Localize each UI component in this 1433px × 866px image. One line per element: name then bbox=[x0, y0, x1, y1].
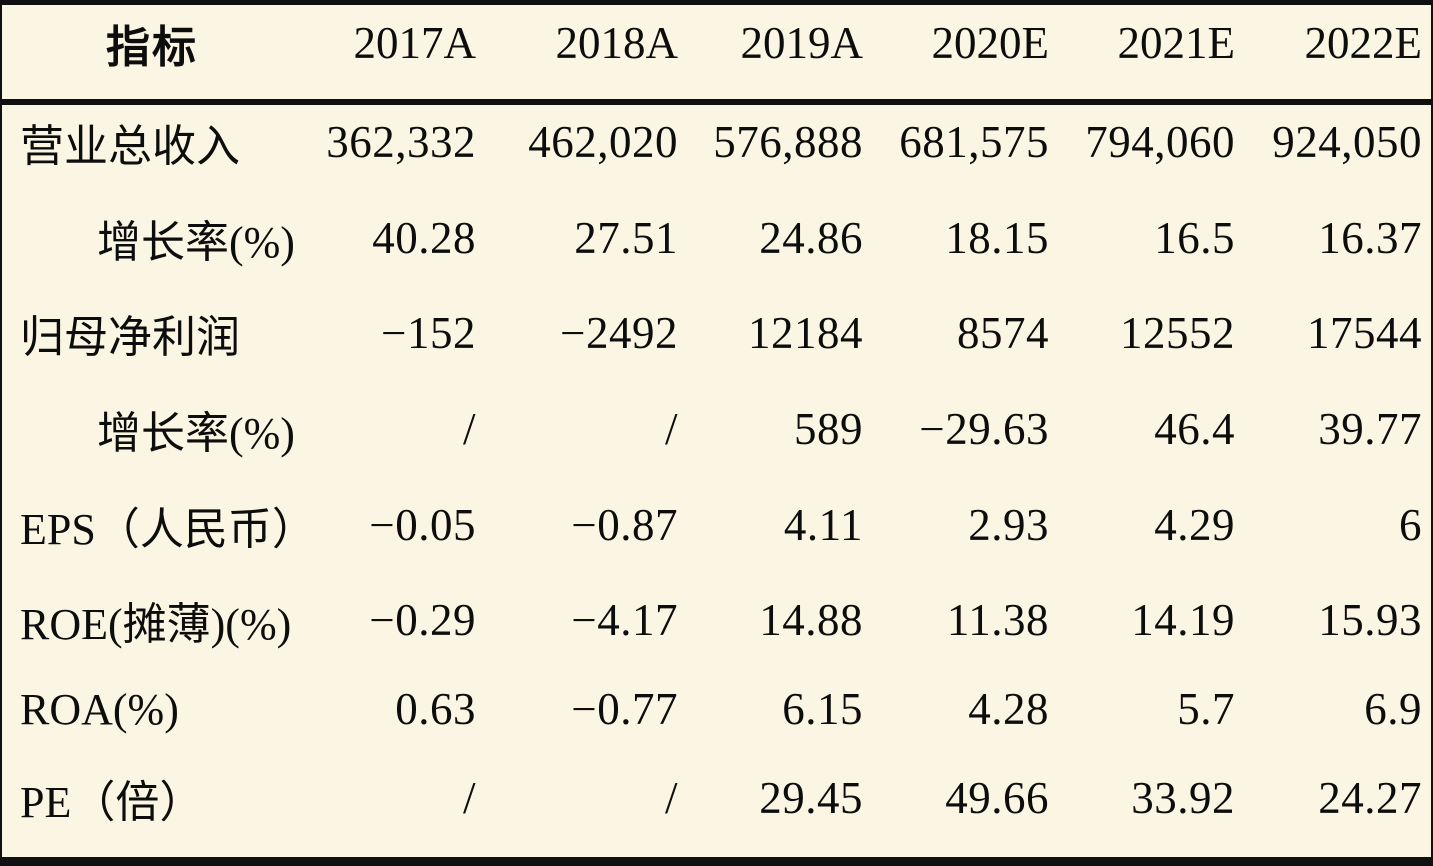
value-cell: 14.88 bbox=[759, 595, 863, 646]
value-cell: −29.63 bbox=[919, 404, 1049, 455]
table-row-eps: EPS（人民币） −0.05 −0.87 4.11 2.93 4.29 6 bbox=[2, 488, 1431, 584]
value-cell: −2492 bbox=[560, 308, 678, 359]
header-cell-2019a: 2019A bbox=[691, 5, 876, 105]
value-cell: 49.66 bbox=[945, 773, 1049, 824]
value-cell: 362,332 bbox=[326, 116, 476, 167]
value-cell: / bbox=[462, 404, 476, 455]
header-cell-metric: 指标 bbox=[2, 5, 302, 105]
value-cell: 18.15 bbox=[945, 212, 1049, 263]
row-label: 归母净利润 bbox=[20, 313, 240, 363]
table-row-revenue-growth: 增长率(%) 40.28 27.51 24.86 18.15 16.5 16.3… bbox=[2, 201, 1431, 297]
value-cell: 6.15 bbox=[782, 684, 863, 735]
value-cell: 4.11 bbox=[783, 499, 863, 550]
table-row-pe: PE（倍） / / 29.45 49.66 33.92 24.27 bbox=[2, 761, 1431, 857]
value-cell: 0.63 bbox=[395, 684, 476, 735]
value-cell: 16.37 bbox=[1318, 212, 1422, 263]
header-cell-2017a: 2017A bbox=[302, 5, 489, 105]
value-cell: 4.29 bbox=[1154, 499, 1235, 550]
row-label: 营业总收入 bbox=[20, 121, 240, 171]
header-cell-2020e: 2020E bbox=[876, 5, 1062, 105]
value-cell: 681,575 bbox=[899, 116, 1049, 167]
table-row-roe: ROE(摊薄)(%) −0.29 −4.17 14.88 11.38 14.19… bbox=[2, 583, 1431, 679]
value-cell: 12552 bbox=[1120, 308, 1235, 359]
value-cell: 11.38 bbox=[946, 595, 1049, 646]
value-cell: 6 bbox=[1399, 499, 1422, 550]
financial-metrics-table: 指标 2017A 2018A 2019A 2020E 2021E 2022E 营… bbox=[2, 5, 1431, 857]
row-label: ROE(摊薄)(%) bbox=[20, 600, 292, 650]
row-label: EPS（人民币） bbox=[20, 504, 316, 554]
value-cell: 29.45 bbox=[759, 773, 863, 824]
header-cell-2021e: 2021E bbox=[1062, 5, 1248, 105]
value-cell: 12184 bbox=[748, 308, 863, 359]
value-cell: 27.51 bbox=[574, 212, 678, 263]
value-cell: 14.19 bbox=[1131, 595, 1235, 646]
value-cell: 16.5 bbox=[1154, 212, 1235, 263]
value-cell: / bbox=[664, 773, 678, 824]
value-cell: 794,060 bbox=[1085, 116, 1235, 167]
table-row-roa: ROA(%) 0.63 −0.77 6.15 4.28 5.7 6.9 bbox=[2, 679, 1431, 761]
value-cell: −0.87 bbox=[571, 499, 678, 550]
value-cell: −152 bbox=[381, 308, 476, 359]
table-row-total-revenue: 营业总收入 362,332 462,020 576,888 681,575 79… bbox=[2, 102, 1431, 201]
table-row-net-profit: 归母净利润 −152 −2492 12184 8574 12552 17544 bbox=[2, 297, 1431, 393]
value-cell: −0.77 bbox=[571, 684, 678, 735]
value-cell: 39.77 bbox=[1318, 404, 1422, 455]
value-cell: −4.17 bbox=[571, 595, 678, 646]
value-cell: 24.27 bbox=[1318, 773, 1422, 824]
value-cell: −0.05 bbox=[369, 499, 476, 550]
table-header-row: 指标 2017A 2018A 2019A 2020E 2021E 2022E bbox=[2, 5, 1431, 105]
header-cell-2018a: 2018A bbox=[489, 5, 691, 105]
value-cell: 589 bbox=[794, 404, 863, 455]
row-label: 增长率(%) bbox=[97, 409, 295, 459]
value-cell: 576,888 bbox=[713, 116, 863, 167]
value-cell: 24.86 bbox=[759, 212, 863, 263]
value-cell: 4.28 bbox=[968, 684, 1049, 735]
value-cell: / bbox=[462, 773, 476, 824]
value-cell: 17544 bbox=[1307, 308, 1422, 359]
row-label: PE（倍） bbox=[20, 778, 204, 828]
value-cell: 2.93 bbox=[968, 499, 1049, 550]
value-cell: 5.7 bbox=[1177, 684, 1235, 735]
value-cell: 15.93 bbox=[1318, 595, 1422, 646]
value-cell: −0.29 bbox=[369, 595, 476, 646]
table-row-profit-growth: 增长率(%) / / 589 −29.63 46.4 39.77 bbox=[2, 392, 1431, 488]
header-cell-2022e: 2022E bbox=[1248, 5, 1431, 105]
value-cell: / bbox=[664, 404, 678, 455]
value-cell: 462,020 bbox=[528, 116, 678, 167]
value-cell: 924,050 bbox=[1272, 116, 1422, 167]
row-label: 增长率(%) bbox=[97, 217, 295, 267]
row-label: ROA(%) bbox=[20, 684, 179, 734]
value-cell: 33.92 bbox=[1131, 773, 1235, 824]
value-cell: 8574 bbox=[957, 308, 1049, 359]
value-cell: 46.4 bbox=[1154, 404, 1235, 455]
value-cell: 40.28 bbox=[372, 212, 476, 263]
value-cell: 6.9 bbox=[1364, 684, 1422, 735]
